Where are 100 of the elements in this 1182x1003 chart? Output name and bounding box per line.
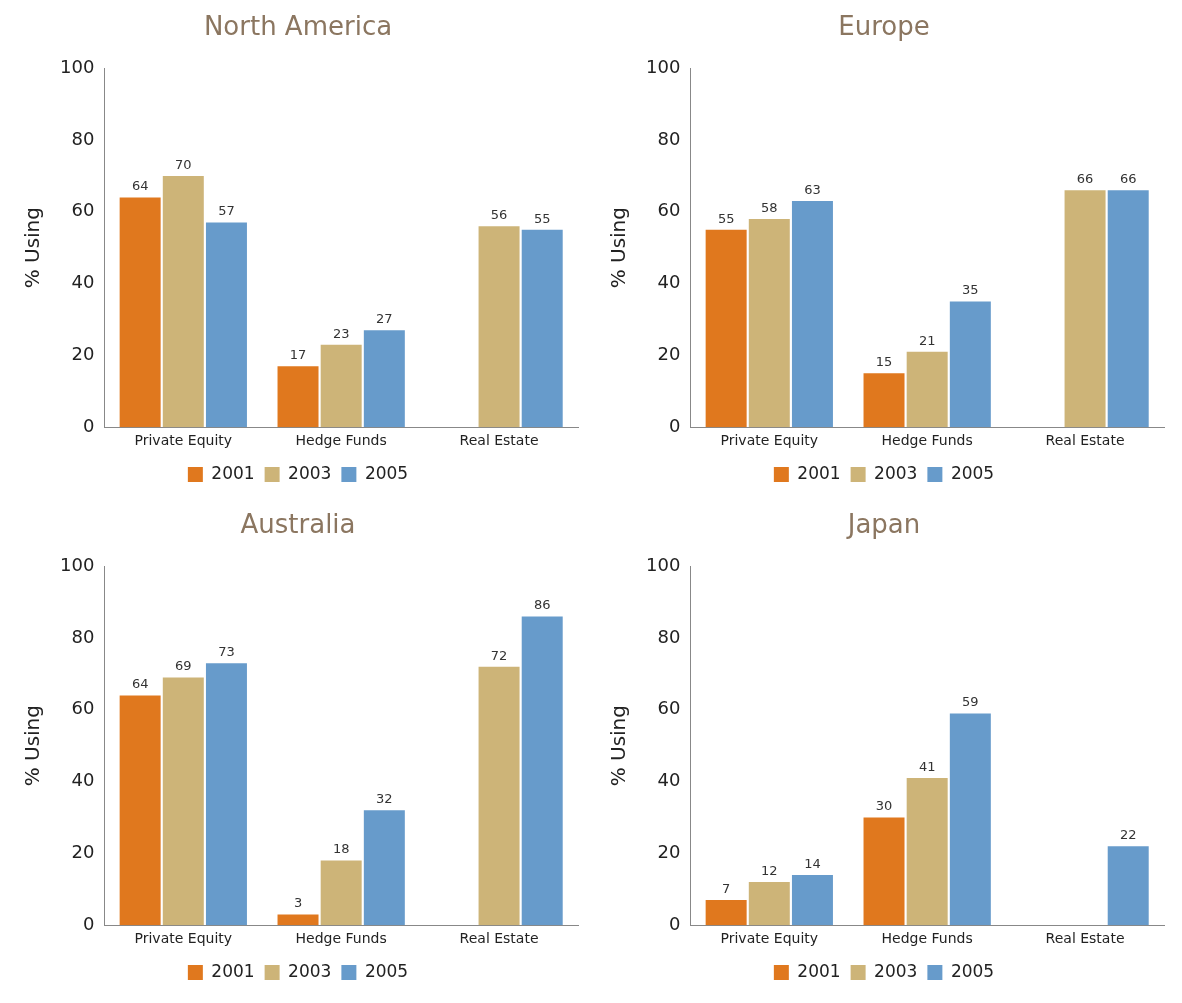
y-tick-label: 80 [71, 625, 95, 647]
y-axis-title: % Using [606, 207, 631, 289]
bar [1107, 190, 1149, 428]
bar [1107, 846, 1149, 926]
y-tick-label: 60 [657, 697, 681, 719]
data-label: 22 [1119, 827, 1137, 843]
y-axis-title: % Using [20, 207, 45, 289]
bar [748, 882, 790, 926]
data-label: 12 [761, 862, 778, 878]
y-tick-label: 0 [668, 414, 681, 436]
data-label: 66 [1076, 171, 1094, 187]
bar [320, 344, 362, 428]
data-label: 55 [717, 210, 735, 226]
legend-label: 2003 [288, 960, 332, 981]
x-tick-label: Hedge Funds [295, 432, 387, 449]
data-label: 55 [533, 210, 551, 226]
bar [705, 900, 747, 926]
data-label: 72 [490, 647, 508, 663]
y-axis-title: % Using [20, 705, 45, 787]
bar [478, 226, 520, 428]
bar [521, 229, 563, 428]
legend-label: 2005 [364, 462, 409, 483]
data-label: 27 [376, 311, 393, 327]
data-label: 14 [804, 855, 821, 871]
y-axis-title: % Using [606, 705, 631, 787]
data-label: 70 [175, 156, 192, 172]
bar [478, 666, 520, 926]
x-tick-label: Private Equity [134, 432, 233, 449]
y-tick-label: 100 [60, 55, 95, 77]
bar [949, 301, 991, 428]
x-tick-label: Real Estate [459, 930, 539, 947]
data-label: 73 [218, 644, 235, 660]
data-label: 59 [962, 694, 979, 710]
x-tick-label: Hedge Funds [295, 930, 387, 947]
data-label: 35 [962, 282, 979, 298]
bar [277, 914, 319, 926]
data-label: 41 [918, 758, 936, 774]
data-label: 23 [332, 325, 350, 341]
y-tick-label: 40 [71, 769, 95, 791]
legend-label: 2003 [874, 462, 918, 483]
legend-label: 2003 [874, 960, 918, 981]
legend-label: 2005 [364, 960, 409, 981]
bar [791, 201, 833, 428]
bar [119, 695, 161, 926]
data-label: 64 [131, 676, 149, 692]
bar [363, 810, 405, 926]
bar [949, 713, 991, 926]
chart-title: Europe [838, 11, 930, 42]
legend-label: 2001 [211, 960, 255, 981]
y-tick-label: 60 [71, 697, 95, 719]
bar [906, 351, 948, 428]
legend-label: 2005 [950, 462, 995, 483]
bar [1064, 190, 1106, 428]
bar [363, 330, 405, 428]
bar [521, 616, 563, 926]
x-tick-label: Real Estate [459, 432, 539, 449]
y-tick-label: 100 [60, 553, 95, 575]
data-label: 15 [875, 354, 893, 370]
data-label: 63 [804, 181, 821, 197]
y-tick-label: 20 [71, 343, 95, 365]
data-label: 32 [376, 791, 393, 807]
bar [320, 860, 362, 926]
data-label: 30 [875, 798, 893, 814]
y-tick-label: 80 [657, 625, 681, 647]
y-tick-label: 20 [657, 343, 681, 365]
legend-label: 2001 [797, 462, 841, 483]
bar [748, 218, 790, 428]
y-tick-label: 60 [657, 199, 681, 221]
bar [205, 222, 247, 428]
bar [863, 817, 905, 926]
bar [705, 229, 747, 428]
bar [791, 874, 833, 926]
bar [863, 373, 905, 428]
chart-title: Japan [845, 509, 921, 540]
y-tick-label: 0 [82, 912, 95, 934]
y-tick-label: 40 [71, 271, 95, 293]
legend-label: 2005 [950, 960, 995, 981]
y-tick-label: 0 [668, 912, 681, 934]
legend-label: 2001 [211, 462, 255, 483]
bar [906, 778, 948, 926]
y-tick-label: 100 [646, 553, 681, 575]
data-label: 18 [332, 841, 350, 857]
data-label: 86 [533, 597, 551, 613]
y-tick-label: 20 [657, 841, 681, 863]
data-label: 7 [722, 880, 731, 896]
data-label: 56 [490, 207, 508, 223]
bar [205, 663, 247, 926]
y-tick-label: 40 [657, 769, 681, 791]
data-label: 69 [175, 658, 192, 674]
x-tick-label: Private Equity [134, 930, 233, 947]
y-tick-label: 80 [657, 127, 681, 149]
y-tick-label: 80 [71, 127, 95, 149]
y-tick-label: 40 [657, 271, 681, 293]
data-label: 17 [289, 347, 307, 363]
y-tick-label: 60 [71, 199, 95, 221]
y-tick-label: 100 [646, 55, 681, 77]
bar [162, 677, 204, 926]
x-tick-label: Hedge Funds [881, 432, 973, 449]
data-label: 58 [761, 199, 778, 215]
chart-title: Australia [240, 509, 356, 540]
